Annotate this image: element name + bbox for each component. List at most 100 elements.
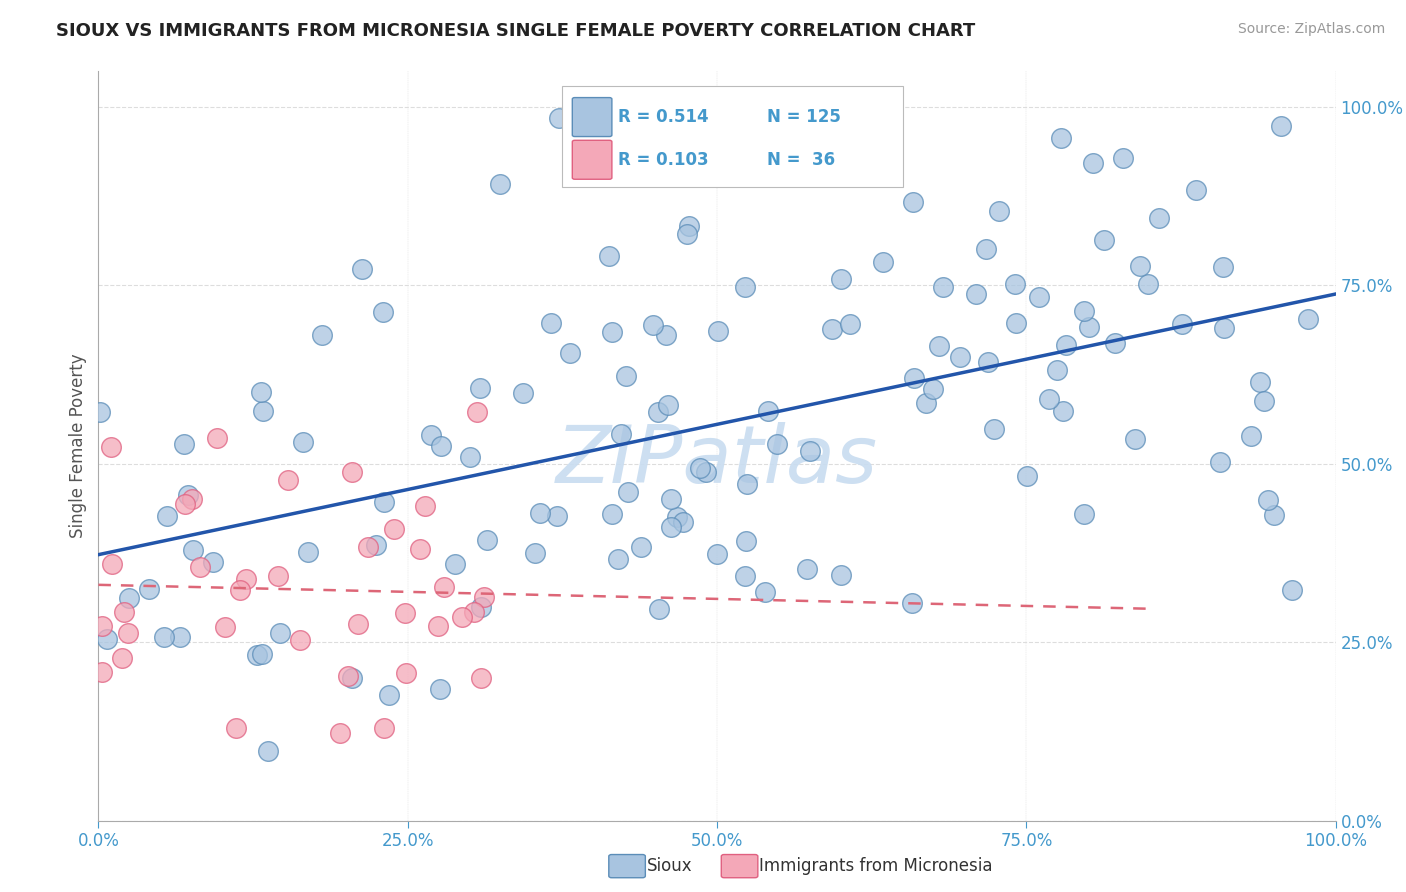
Point xyxy=(352,261,374,276)
Point xyxy=(433,580,456,594)
Point xyxy=(915,396,938,410)
Text: Immigrants from Micronesia: Immigrants from Micronesia xyxy=(759,857,993,875)
Point xyxy=(695,465,717,479)
Point xyxy=(288,633,311,648)
Point xyxy=(382,522,405,536)
Point xyxy=(364,538,387,552)
Point xyxy=(1212,321,1234,335)
Point xyxy=(672,516,695,530)
Point xyxy=(89,405,111,419)
Point xyxy=(181,543,204,558)
Point xyxy=(1137,277,1160,291)
Point xyxy=(548,111,571,125)
Point xyxy=(598,249,620,263)
Point xyxy=(173,497,195,511)
Point xyxy=(173,437,195,451)
Point xyxy=(342,465,364,479)
Text: R = 0.103: R = 0.103 xyxy=(619,151,709,169)
Point xyxy=(558,345,581,359)
Point xyxy=(1123,432,1146,446)
Point xyxy=(766,436,789,450)
Point xyxy=(214,620,236,634)
Point xyxy=(409,542,432,557)
Point xyxy=(872,255,894,269)
Point xyxy=(267,569,290,583)
Point xyxy=(839,317,862,331)
Point xyxy=(252,647,274,661)
Point xyxy=(1104,335,1126,350)
Point xyxy=(607,552,630,566)
FancyBboxPatch shape xyxy=(562,87,903,187)
Point xyxy=(661,492,683,507)
Text: Source: ZipAtlas.com: Source: ZipAtlas.com xyxy=(1237,22,1385,37)
Point xyxy=(1052,403,1074,417)
Point xyxy=(540,316,562,330)
Point xyxy=(659,520,682,534)
Point xyxy=(735,476,758,491)
Point xyxy=(1298,311,1320,326)
Point xyxy=(169,630,191,644)
Point xyxy=(1081,156,1104,170)
Point xyxy=(689,461,711,475)
Point xyxy=(983,422,1005,436)
Point xyxy=(292,434,315,449)
Point xyxy=(205,431,228,445)
Point xyxy=(922,382,945,396)
Point xyxy=(246,648,269,663)
Point xyxy=(820,322,842,336)
Point xyxy=(252,403,274,417)
Point xyxy=(734,279,756,293)
Point xyxy=(472,590,495,604)
Point xyxy=(277,473,299,487)
Point xyxy=(419,428,441,442)
Point xyxy=(1185,183,1208,197)
Point xyxy=(429,682,451,697)
Point xyxy=(1073,304,1095,318)
Point xyxy=(512,386,534,401)
Point xyxy=(706,547,728,561)
Point xyxy=(678,219,700,233)
Point xyxy=(426,619,449,633)
Point xyxy=(799,444,821,458)
Point xyxy=(101,557,124,571)
Point xyxy=(1209,455,1232,469)
Point xyxy=(229,582,252,597)
Point xyxy=(903,371,925,385)
Point xyxy=(974,243,997,257)
Point xyxy=(394,606,416,620)
Point xyxy=(450,610,472,624)
Point xyxy=(475,533,498,548)
Point xyxy=(1253,393,1275,408)
Point xyxy=(188,559,211,574)
Point xyxy=(734,569,756,583)
Point xyxy=(1028,289,1050,303)
Point xyxy=(429,439,451,453)
Point xyxy=(340,671,363,685)
Text: SIOUX VS IMMIGRANTS FROM MICRONESIA SINGLE FEMALE POVERTY CORRELATION CHART: SIOUX VS IMMIGRANTS FROM MICRONESIA SING… xyxy=(56,22,976,40)
Point xyxy=(470,600,492,615)
Point xyxy=(647,405,669,419)
Point xyxy=(201,555,224,569)
Point xyxy=(336,669,359,683)
FancyBboxPatch shape xyxy=(572,97,612,136)
Point xyxy=(949,350,972,364)
Point xyxy=(977,355,1000,369)
Point xyxy=(676,227,699,241)
Point xyxy=(311,328,333,343)
Point xyxy=(630,540,652,554)
Point xyxy=(112,605,135,619)
Point xyxy=(463,605,485,619)
Point xyxy=(1092,233,1115,247)
Point xyxy=(1257,493,1279,508)
Point xyxy=(1263,508,1285,523)
Point xyxy=(932,279,955,293)
Point xyxy=(1073,507,1095,521)
Point xyxy=(655,328,678,343)
FancyBboxPatch shape xyxy=(572,140,612,179)
Point xyxy=(378,689,401,703)
Point xyxy=(600,507,623,521)
Point xyxy=(458,450,481,465)
Point xyxy=(928,339,950,353)
Point xyxy=(297,545,319,559)
Point xyxy=(269,626,291,640)
